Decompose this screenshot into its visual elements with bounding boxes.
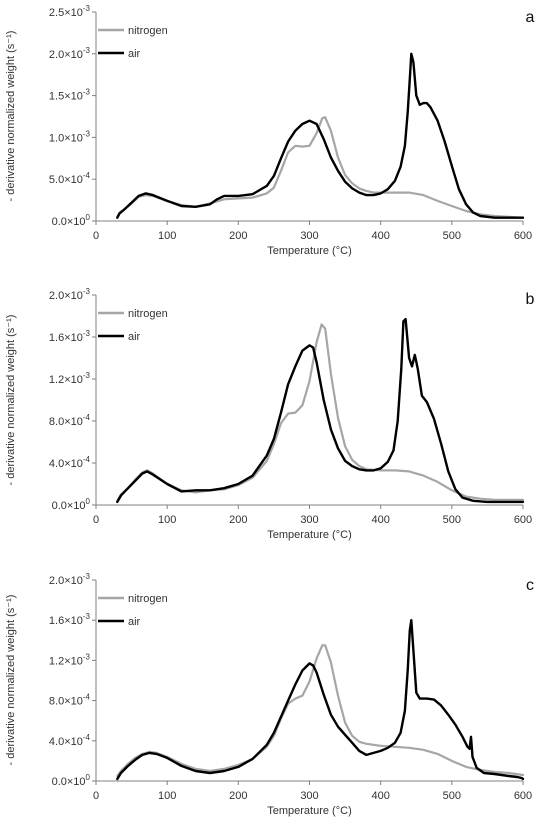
x-tick-label: 500 bbox=[443, 790, 461, 802]
series-line-nitrogen bbox=[116, 323, 525, 502]
x-tick-label: 400 bbox=[371, 230, 389, 242]
legend-label-nitrogen: nitrogen bbox=[128, 593, 168, 605]
y-tick-label: 1.6×10-3 bbox=[49, 612, 91, 627]
y-axis-title: - derivative normalized weight (s⁻¹) bbox=[5, 595, 17, 766]
chart-panel-c: 0 100 200 300 400 500 600 0.0×100 4.0×10-4 8.0×10… bbox=[5, 572, 534, 817]
series-line-air bbox=[116, 52, 525, 219]
x-tick-label: 400 bbox=[371, 514, 389, 526]
legend-label-air: air bbox=[128, 331, 141, 343]
y-tick-label: 1.2×10-3 bbox=[49, 652, 91, 667]
y-tick-label: 4.0×10-4 bbox=[49, 455, 91, 470]
x-tick-label: 600 bbox=[514, 230, 532, 242]
x-tick-label: 100 bbox=[158, 790, 176, 802]
panel-letter: a bbox=[526, 9, 535, 26]
panel-letter: c bbox=[526, 577, 534, 594]
x-tick-label: 200 bbox=[229, 514, 247, 526]
x-tick-label: 0 bbox=[93, 514, 99, 526]
x-tick-label: 300 bbox=[300, 230, 318, 242]
x-tick-label: 0 bbox=[93, 790, 99, 802]
y-tick-label: 0.0×100 bbox=[52, 213, 91, 228]
x-axis-title: Temperature (°C) bbox=[267, 245, 351, 257]
y-tick-label: 5.0×10-4 bbox=[49, 171, 91, 186]
y-tick-label: 0.0×100 bbox=[52, 497, 91, 512]
x-tick-label: 0 bbox=[93, 230, 99, 242]
x-axis-title: Temperature (°C) bbox=[267, 529, 351, 541]
series-line-air bbox=[116, 619, 525, 781]
y-tick-label: 2.5×10-3 bbox=[49, 4, 91, 19]
y-tick-label: 2.0×10-3 bbox=[49, 572, 91, 587]
x-axis-title: Temperature (°C) bbox=[267, 805, 351, 817]
y-tick-label: 1.2×10-3 bbox=[49, 371, 91, 386]
y-tick-label: 1.0×10-3 bbox=[49, 129, 91, 144]
legend-label-air: air bbox=[128, 48, 141, 60]
legend-label-nitrogen: nitrogen bbox=[128, 25, 168, 37]
x-tick-label: 500 bbox=[443, 514, 461, 526]
x-tick-label: 100 bbox=[158, 230, 176, 242]
panel-letter: b bbox=[526, 291, 535, 308]
x-tick-label: 100 bbox=[158, 514, 176, 526]
y-tick-label: 2.0×10-3 bbox=[49, 287, 91, 302]
x-tick-label: 500 bbox=[443, 230, 461, 242]
x-tick-label: 300 bbox=[300, 514, 318, 526]
y-tick-label: 0.0×100 bbox=[52, 773, 91, 788]
legend-label-nitrogen: nitrogen bbox=[128, 308, 168, 320]
y-axis-title: - derivative normalized weight (s⁻¹) bbox=[5, 31, 17, 202]
y-tick-label: 8.0×10-4 bbox=[49, 413, 91, 428]
chart-panel-b: 0 100 200 300 400 500 600 0.0×100 4.0×10-4 8.0×10… bbox=[5, 287, 535, 541]
y-tick-label: 4.0×10-4 bbox=[49, 733, 91, 748]
x-tick-label: 400 bbox=[371, 790, 389, 802]
x-tick-label: 600 bbox=[514, 790, 532, 802]
y-axis-title: - derivative normalized weight (s⁻¹) bbox=[5, 315, 17, 486]
legend-label-air: air bbox=[128, 616, 141, 628]
series-line-nitrogen bbox=[116, 644, 525, 778]
x-tick-label: 300 bbox=[300, 790, 318, 802]
x-tick-label: 200 bbox=[229, 790, 247, 802]
y-tick-label: 8.0×10-4 bbox=[49, 693, 91, 708]
series-line-air bbox=[116, 317, 525, 504]
y-tick-label: 1.5×10-3 bbox=[49, 88, 91, 103]
y-tick-label: 1.6×10-3 bbox=[49, 329, 91, 344]
x-tick-label: 600 bbox=[514, 514, 532, 526]
chart-panel-a: 0 100 200 300 400 500 600 0.0×100 5.0×10-4 1.0×10… bbox=[5, 4, 535, 257]
y-tick-label: 2.0×10-3 bbox=[49, 46, 91, 61]
x-tick-label: 200 bbox=[229, 230, 247, 242]
